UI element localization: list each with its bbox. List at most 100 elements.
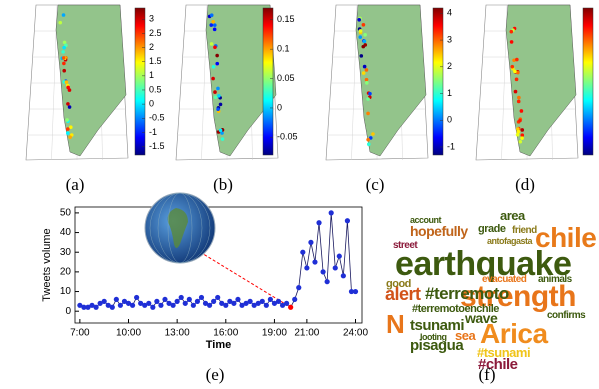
map-dot: [361, 71, 366, 75]
map-dot: [216, 107, 220, 112]
map-dot: [61, 50, 65, 54]
map-dot: [513, 69, 517, 74]
point: [344, 218, 351, 224]
word: confirms: [547, 310, 586, 321]
colorbar-tick-label: 0.5: [149, 84, 162, 94]
word: friend: [512, 225, 537, 236]
point: [275, 298, 282, 304]
map-dot: [364, 68, 369, 72]
point: [324, 279, 330, 285]
map-dot: [209, 42, 214, 46]
map-dot: [363, 33, 367, 37]
word: animals: [538, 274, 573, 285]
point: [146, 300, 152, 306]
x-tick-label: 7:00: [70, 328, 90, 339]
point: [259, 298, 265, 304]
word: street: [393, 240, 418, 251]
colorbar-tick-label: 4: [447, 8, 452, 18]
point: [279, 302, 286, 308]
map-dot: [211, 64, 216, 69]
map-dot: [217, 93, 221, 98]
word: #tsunami: [477, 345, 530, 360]
point: [158, 302, 164, 308]
word: grade: [478, 223, 506, 235]
point: [340, 273, 346, 279]
point: [215, 294, 221, 301]
x-tick-label: 24:00: [343, 328, 368, 339]
map-dot: [68, 135, 72, 139]
colorbar-tick-label: 3: [149, 14, 154, 24]
map-dot: [62, 40, 67, 45]
word: good: [386, 278, 411, 290]
point: [206, 302, 213, 308]
map-dot: [212, 23, 217, 27]
point: [296, 285, 302, 291]
map-dot: [510, 64, 515, 69]
map-dot: [513, 89, 518, 94]
point: [198, 294, 205, 301]
point: [178, 294, 184, 301]
map-dot: [514, 77, 519, 82]
word: #terremotoenchile: [412, 303, 499, 315]
x-tick-label: 19:00: [262, 328, 287, 339]
map-dot: [61, 56, 66, 60]
y-tick-label: 30: [60, 247, 72, 258]
word: earthquake: [395, 245, 571, 283]
map: [175, 4, 279, 161]
x-tick-label: 10:00: [116, 328, 141, 339]
point: [97, 300, 103, 306]
point: [255, 300, 261, 306]
colorbar-tick-label: 0: [149, 98, 154, 108]
word: evacuated: [482, 274, 527, 285]
point: [312, 259, 318, 265]
map-dot: [361, 22, 366, 27]
map-dot: [520, 136, 524, 140]
map-dot: [213, 45, 217, 50]
map-dot: [62, 68, 67, 73]
colorbar-tick-label: 0.15: [277, 14, 295, 24]
point: [247, 298, 253, 304]
map-dot: [509, 40, 514, 44]
point: [101, 298, 107, 304]
point: [231, 300, 237, 306]
point: [129, 302, 136, 308]
y-tick-label: 50: [60, 208, 72, 219]
map-dot: [359, 54, 364, 58]
colorbar-tick-label: -1: [149, 127, 157, 137]
map: [325, 4, 429, 161]
map-dot: [512, 58, 516, 63]
map-dot: [357, 18, 362, 22]
map-dot: [66, 102, 70, 106]
map-dot: [368, 136, 373, 140]
caption: (e): [206, 365, 225, 384]
point: [186, 296, 192, 303]
caption: (d): [515, 175, 535, 194]
point: [320, 269, 326, 275]
colorbar-tick-label: -0.5: [149, 113, 165, 123]
map-dot: [213, 95, 218, 100]
colorbar: [262, 7, 274, 156]
point: [300, 249, 306, 255]
land: [505, 4, 577, 157]
word: #chile: [478, 356, 518, 373]
map-dot: [358, 29, 363, 33]
colorbar-tick-label: -0.05: [277, 132, 298, 142]
colorbar-tick-label: 2.5: [149, 28, 162, 38]
word: hopefully: [410, 223, 468, 239]
word: chile: [535, 222, 596, 253]
word: N: [386, 309, 404, 339]
point: [190, 302, 196, 308]
map-dot: [516, 70, 520, 75]
point: [352, 288, 359, 295]
colorbar-tick-label: 0: [277, 102, 282, 112]
y-tick-label: 10: [60, 286, 72, 297]
colorbar-tick-label: -1: [447, 141, 455, 151]
word: wave: [464, 310, 498, 326]
point: [304, 265, 310, 271]
word: antofagasta: [487, 236, 534, 246]
word: looting: [420, 332, 447, 342]
point: [284, 300, 290, 306]
map-dot: [62, 61, 66, 66]
y-axis-label: Tweets volume: [41, 228, 53, 301]
point: [109, 304, 115, 310]
